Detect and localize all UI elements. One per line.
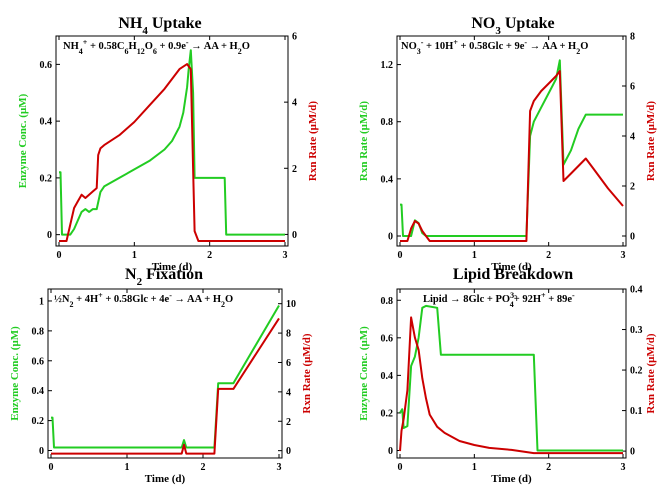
x-axis-label: Time (d) <box>152 261 193 273</box>
x-tick-label: 3 <box>621 462 626 473</box>
y-left-tick-label: 0.4 <box>381 371 394 382</box>
x-tick-label: 1 <box>472 462 477 473</box>
y-left-tick-label: 0.4 <box>381 174 394 185</box>
y-left-tick-label: 0.6 <box>381 333 394 344</box>
x-tick-label: 2 <box>201 462 206 473</box>
series-line-rate-lipid <box>399 316 623 455</box>
x-axis-label: Time (d) <box>145 473 186 485</box>
equation-no3: NO3- + 10H+ + 0.58Glc + 9e- → AA + H2O <box>401 38 588 56</box>
y-right-tick-label: 0.1 <box>630 406 643 417</box>
x-tick-label: 2 <box>546 250 551 261</box>
y-right-tick-label: 8 <box>286 329 291 340</box>
y-right-tick-label: 2 <box>292 164 297 175</box>
x-tick-label: 0 <box>57 250 62 261</box>
equation-lipid: Lipid → 8Glc + PO3-4+ 92H+ + 89e- <box>423 291 575 309</box>
y-left-axis-label: Enzyme Conc. (μM) <box>9 326 21 421</box>
y-left-tick-label: 0 <box>388 232 393 243</box>
y-right-tick-label: 0.4 <box>630 285 643 296</box>
series-line-enzyme-lipid <box>399 304 623 452</box>
y-left-tick-label: 0 <box>47 230 52 241</box>
x-tick-label: 3 <box>277 462 282 473</box>
y-left-axis-label: Rxn Rate (μM/d) <box>358 101 370 182</box>
y-left-tick-label: 0.8 <box>32 326 45 337</box>
x-tick-label: 3 <box>283 250 288 261</box>
series-line-rate-nh4 <box>59 63 285 242</box>
y-left-tick-label: 0.4 <box>32 386 45 397</box>
y-left-tick-label: 1.2 <box>381 60 394 71</box>
panel-nh4-uptake: NH4 Uptake NH4+ + 0.58C6H12O6 + 0.9e- → … <box>63 15 250 56</box>
x-axis-label: Time (d) <box>491 261 532 273</box>
title-lipid-breakdown: Lipid Breakdown <box>453 266 573 283</box>
x-tick-label: 0 <box>49 462 54 473</box>
y-left-tick-label: 1 <box>39 296 44 307</box>
x-tick-label: 1 <box>472 250 477 261</box>
series-line-enzyme-n2 <box>51 304 280 449</box>
y-right-tick-label: 0.3 <box>630 325 643 336</box>
y-right-tick-label: 6 <box>286 358 291 369</box>
series-line-enzyme-no3 <box>400 59 623 237</box>
y-left-tick-label: 0.6 <box>32 356 45 367</box>
y-right-tick-label: 0 <box>286 446 291 457</box>
y-right-tick-label: 0 <box>292 230 297 241</box>
y-left-axis-label: Enzyme Conc. (μM) <box>358 326 370 421</box>
equation-n2: ½N2 + 4H+ + 0.58Glc + 4e- → AA + H2O <box>54 291 233 309</box>
y-right-tick-label: 4 <box>292 98 297 109</box>
series-line-rate-no3 <box>400 70 624 242</box>
y-right-tick-label: 0.2 <box>630 366 643 377</box>
y-left-tick-label: 0.2 <box>381 408 394 419</box>
y-right-axis-label: Rxn Rate (μM/d) <box>307 101 319 182</box>
plot-frame-nh4 <box>55 35 289 247</box>
panel-lipid-breakdown: Lipid Breakdown Lipid → 8Glc + PO3-4+ 92… <box>423 266 575 309</box>
x-tick-label: 2 <box>546 462 551 473</box>
y-left-tick-label: 0 <box>39 446 44 457</box>
x-tick-label: 0 <box>398 462 403 473</box>
y-right-tick-label: 2 <box>630 182 635 193</box>
y-right-tick-label: 6 <box>630 82 635 93</box>
x-tick-label: 3 <box>621 250 626 261</box>
y-right-axis-label: Rxn Rate (μM/d) <box>301 333 313 414</box>
x-tick-label: 1 <box>125 462 130 473</box>
y-right-tick-label: 2 <box>286 417 291 428</box>
x-tick-label: 2 <box>207 250 212 261</box>
title-nh4-uptake: NH4 Uptake <box>118 15 201 37</box>
panel-no3-uptake: NO3 Uptake NO3- + 10H+ + 0.58Glc + 9e- →… <box>401 15 588 56</box>
y-left-tick-label: 0.2 <box>32 416 45 427</box>
y-right-tick-label: 10 <box>286 299 296 310</box>
equation-nh4: NH4+ + 0.58C6H12O6 + 0.9e- → AA + H2O <box>63 38 250 56</box>
y-left-tick-label: 0.6 <box>40 60 53 71</box>
y-left-tick-label: 0.4 <box>40 117 53 128</box>
y-right-axis-label: Rxn Rate (μM/d) <box>645 101 657 182</box>
x-axis-label: Time (d) <box>491 473 532 485</box>
x-tick-label: 1 <box>132 250 137 261</box>
x-tick-label: 0 <box>398 250 403 261</box>
y-right-tick-label: 8 <box>630 32 635 43</box>
y-right-tick-label: 4 <box>286 387 291 398</box>
y-right-axis-label: Rxn Rate (μM/d) <box>645 333 657 414</box>
series-line-enzyme-nh4 <box>59 49 285 236</box>
y-left-axis-label: Enzyme Conc. (μM) <box>17 93 29 188</box>
plot-frame-no3 <box>396 35 627 247</box>
y-left-tick-label: 0 <box>388 446 393 457</box>
title-n2-fixation: N2 Fixation <box>125 266 203 288</box>
plot-frame-n2 <box>47 288 283 459</box>
plot-frame-lipid <box>396 288 627 459</box>
y-right-tick-label: 4 <box>630 132 635 143</box>
y-right-tick-label: 6 <box>292 32 297 43</box>
y-right-tick-label: 0 <box>630 447 635 458</box>
title-no3-uptake: NO3 Uptake <box>471 15 554 37</box>
y-left-tick-label: 0.2 <box>40 173 53 184</box>
y-left-tick-label: 0.8 <box>381 296 394 307</box>
y-right-tick-label: 0 <box>630 232 635 243</box>
y-left-tick-label: 0.8 <box>381 117 394 128</box>
panel-n2-fixation: N2 Fixation ½N2 + 4H+ + 0.58Glc + 4e- → … <box>54 266 233 309</box>
series-line-rate-n2 <box>51 317 280 455</box>
